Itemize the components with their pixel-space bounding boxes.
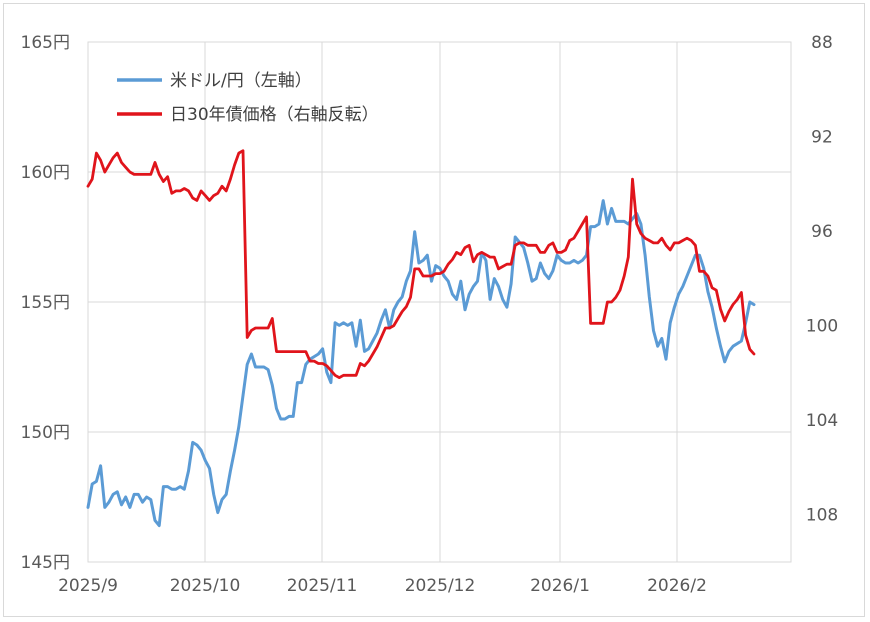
right-axis-ticks: 88 92 96 100 104 108 [806,33,838,526]
left-tick-label: 165円 [21,33,70,53]
right-tick-label: 104 [806,411,838,431]
legend: 米ドル/円（左軸） 日30年債価格（右軸反転） [117,71,379,125]
left-axis-ticks: 145円 150円 155円 160円 165円 [21,33,70,573]
plot-area-border [87,41,792,563]
x-tick-label: 2026/1 [530,576,590,596]
right-tick-label: 96 [811,222,833,242]
left-tick-label: 160円 [21,163,70,183]
left-tick-label: 145円 [21,553,70,573]
x-axis-ticks: 2025/9 2025/10 2025/11 2025/12 2026/1 2026/2 [58,576,707,596]
x-tick-label: 2025/9 [58,576,118,596]
right-tick-label: 100 [806,317,838,337]
right-tick-label: 92 [811,128,833,148]
left-tick-label: 155円 [21,293,70,313]
series-lines [86,149,756,528]
right-tick-label: 88 [811,33,833,53]
x-tick-label: 2025/10 [170,576,241,596]
right-tick-label: 108 [806,506,838,526]
x-tick-label: 2026/2 [647,576,707,596]
usdjpy-series-line [86,199,756,528]
x-tick-label: 2025/12 [405,576,476,596]
x-tick-label: 2025/11 [287,576,358,596]
jgb30-series-line [86,149,756,379]
left-tick-label: 150円 [21,423,70,443]
legend-label: 日30年債価格（右軸反転） [170,105,379,125]
legend-label: 米ドル/円（左軸） [170,71,312,91]
